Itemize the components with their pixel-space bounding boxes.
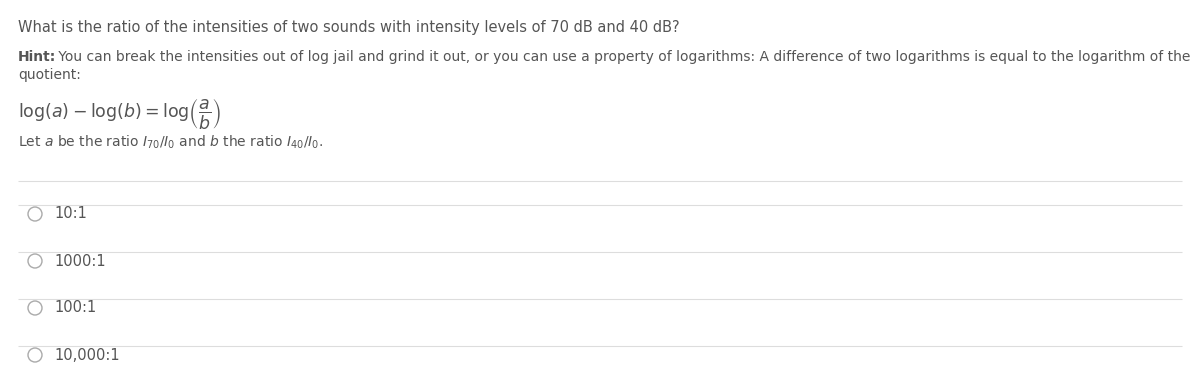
Text: You can break the intensities out of log jail and grind it out, or you can use a: You can break the intensities out of log… <box>54 50 1190 64</box>
Text: 100:1: 100:1 <box>54 300 96 315</box>
Text: Let $a$ be the ratio $\mathit{I}_{70}/\mathit{I}_0$ and $b$ the ratio $\mathit{I: Let $a$ be the ratio $\mathit{I}_{70}/\m… <box>18 134 323 152</box>
Text: 10,000:1: 10,000:1 <box>54 347 120 362</box>
Text: $\log(a) - \log(b) = \log\!\left(\dfrac{a}{b}\right)$: $\log(a) - \log(b) = \log\!\left(\dfrac{… <box>18 96 221 131</box>
Text: 10:1: 10:1 <box>54 206 86 221</box>
Text: What is the ratio of the intensities of two sounds with intensity levels of 70 d: What is the ratio of the intensities of … <box>18 20 679 35</box>
Text: Hint:: Hint: <box>18 50 56 64</box>
Text: quotient:: quotient: <box>18 68 80 82</box>
Text: 1000:1: 1000:1 <box>54 253 106 268</box>
